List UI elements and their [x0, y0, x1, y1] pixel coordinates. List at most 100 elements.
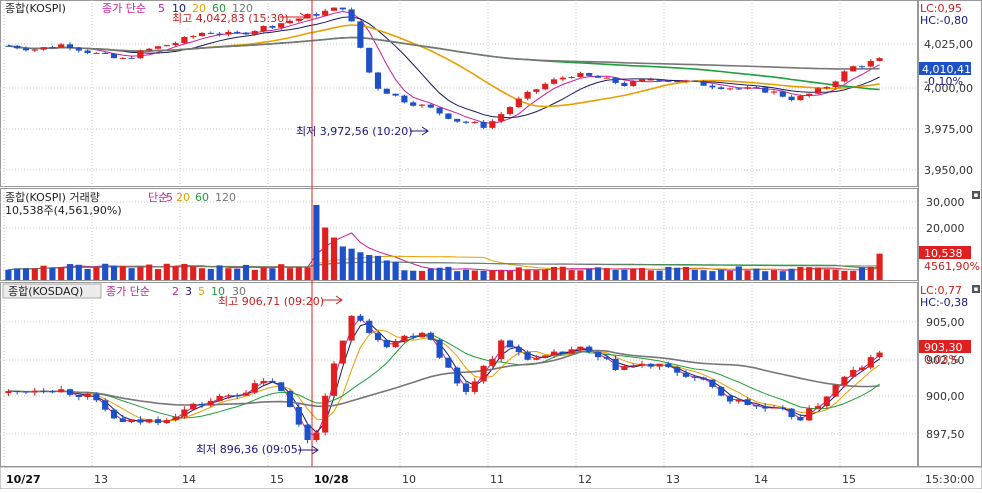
volume-bar	[779, 271, 786, 280]
kosdaq-y-tick: 897,50	[926, 428, 965, 441]
volume-ma-prefix: 단순	[148, 191, 168, 204]
kosdaq-candle	[542, 355, 549, 358]
kospi-candle	[75, 48, 82, 51]
kospi-candle	[603, 77, 610, 79]
volume-bar	[630, 268, 637, 280]
kospi-y-tick: 3,950,00	[924, 164, 973, 177]
volume-bar	[172, 266, 179, 280]
kosdaq-high-label: 최고 906,71 (09:20)	[218, 295, 324, 308]
volume-y-tick: 30,000	[926, 196, 965, 209]
x-axis-label: 12	[578, 473, 592, 486]
kosdaq-ma5-line	[8, 329, 880, 422]
kospi-candle	[322, 10, 329, 16]
kospi-candle	[709, 85, 716, 88]
kosdaq-candle	[154, 419, 162, 424]
kospi-candle	[577, 73, 584, 77]
volume-bar	[84, 269, 91, 280]
kospi-candle	[295, 18, 302, 21]
kosdaq-ma30-line	[8, 349, 880, 408]
volume-bar	[832, 269, 839, 280]
x-axis-label: 15	[842, 473, 856, 486]
kosdaq-candle	[630, 365, 637, 367]
volume-bar	[401, 270, 408, 280]
kospi-last-value: 4,010,41	[922, 63, 971, 76]
kosdaq-candle	[735, 399, 742, 402]
kospi-candle	[718, 87, 725, 89]
kospi-last-tag	[919, 62, 971, 75]
kospi-y-tick: 4,000,00	[924, 82, 973, 95]
volume-bar	[295, 267, 302, 280]
kosdaq-candle	[515, 347, 522, 353]
volume-panel-collapse-button[interactable]: ▪	[972, 191, 980, 199]
kospi-candle	[638, 79, 646, 82]
kosdaq-y-axis: 905,00 902,50 900,00 897,50	[926, 316, 965, 441]
volume-bar	[304, 267, 311, 280]
volume-bar	[260, 267, 267, 280]
volume-ma60-label: 60	[195, 191, 209, 204]
kosdaq-candle	[181, 409, 188, 417]
volume-bar	[823, 269, 830, 280]
volume-bar	[806, 267, 813, 280]
kospi-candle	[524, 91, 531, 99]
kosdaq-candle	[462, 383, 470, 392]
volume-bar	[163, 263, 170, 280]
volume-bar	[788, 268, 795, 280]
kospi-candle	[110, 53, 118, 59]
volume-bar	[850, 270, 857, 280]
kospi-candle	[357, 21, 364, 48]
volume-bar	[744, 270, 751, 280]
kospi-lc: LC:0,95	[920, 2, 962, 15]
volume-bar	[58, 266, 65, 280]
kosdaq-candle	[524, 352, 531, 360]
kospi-candle	[190, 36, 197, 38]
volume-bar	[480, 270, 487, 280]
volume-bar	[128, 268, 135, 280]
volume-bar	[181, 263, 188, 280]
kospi-candle	[242, 32, 250, 35]
kosdaq-candle	[498, 340, 505, 359]
kosdaq-candle	[313, 432, 320, 441]
kosdaq-candle	[374, 332, 382, 341]
kospi-candle	[841, 71, 848, 82]
kosdaq-candle	[357, 315, 364, 321]
kosdaq-candle	[304, 424, 311, 441]
kosdaq-ma-prefix: 종가 단순	[106, 285, 150, 298]
kospi-candle	[330, 7, 338, 11]
volume-bar	[418, 270, 426, 280]
kosdaq-candle	[770, 407, 778, 409]
kospi-high-arrow	[280, 12, 307, 22]
kospi-candle	[656, 79, 663, 81]
kosdaq-candle	[806, 408, 813, 421]
kosdaq-candle	[339, 340, 346, 364]
volume-bar	[797, 266, 804, 280]
kospi-candle	[383, 88, 390, 94]
x-axis-label: 10/27	[6, 473, 41, 486]
volume-last-tag	[919, 246, 971, 259]
kosdaq-candle	[410, 335, 417, 338]
kospi-candle	[216, 33, 223, 35]
kosdaq-hc: HC:-0,38	[920, 296, 968, 309]
volume-bar	[348, 248, 355, 280]
kosdaq-candle	[550, 351, 558, 356]
kospi-candle	[251, 31, 258, 35]
kosdaq-candle	[489, 358, 496, 366]
kospi-ma10-label: 10	[172, 2, 186, 15]
kosdaq-panel-collapse-button[interactable]: ▪	[972, 285, 980, 293]
kosdaq-y-tick: 900,00	[926, 390, 965, 403]
volume-bar	[621, 269, 628, 280]
volume-bar	[753, 268, 760, 280]
kospi-low-arrow	[410, 126, 429, 136]
kospi-candle	[339, 7, 346, 10]
kospi-candle	[814, 88, 822, 94]
kosdaq-last-change: 0,03%	[924, 353, 959, 366]
kosdaq-last-value: 903,30	[924, 341, 963, 354]
volume-bar	[40, 265, 47, 280]
kosdaq-candle	[146, 419, 153, 423]
kospi-candle	[735, 88, 742, 90]
kosdaq-candle	[612, 358, 619, 370]
kospi-candle	[172, 43, 179, 46]
kosdaq-candle	[638, 363, 646, 366]
kosdaq-title-box	[2, 283, 102, 299]
kosdaq-candle	[234, 395, 241, 397]
